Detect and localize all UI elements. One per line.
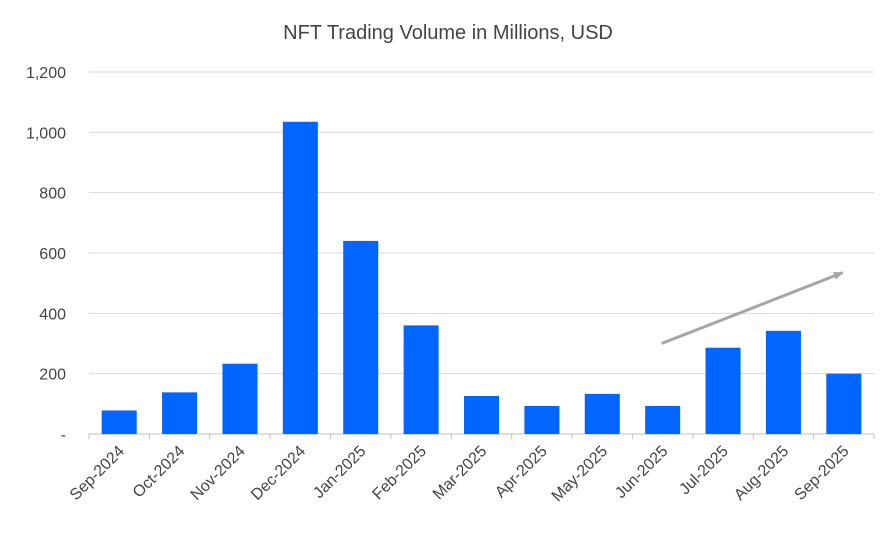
- bar: [222, 363, 258, 434]
- annotations: [661, 271, 844, 345]
- x-tick-label: Dec-2024: [248, 443, 309, 504]
- bar: [162, 392, 198, 434]
- bar: [282, 121, 318, 435]
- x-tick-label: Aug-2025: [731, 443, 792, 504]
- bar: [403, 325, 439, 434]
- y-tick-label: 1,200: [26, 65, 66, 82]
- bar: [584, 393, 620, 434]
- chart-title: NFT Trading Volume in Millions, USD: [283, 22, 613, 44]
- x-tick-label: Sep-2025: [792, 443, 853, 504]
- x-tick-label: Feb-2025: [369, 443, 430, 504]
- bar: [463, 395, 500, 434]
- trend-arrow: [661, 271, 844, 345]
- bars: [101, 121, 862, 435]
- bar: [343, 240, 379, 434]
- bar: [524, 405, 560, 434]
- bar: [705, 347, 741, 434]
- x-tick-label: Jun-2025: [612, 443, 671, 502]
- y-tick-label: 600: [39, 246, 66, 263]
- x-tick-label: Jan-2025: [310, 443, 369, 502]
- bar: [765, 330, 801, 434]
- bar: [826, 373, 862, 434]
- bar: [645, 405, 681, 434]
- y-tick-label: 200: [39, 367, 66, 384]
- gridlines: [88, 71, 875, 439]
- x-tick-label: Oct-2024: [130, 443, 189, 502]
- bar: [101, 410, 137, 434]
- x-tick-label: Mar-2025: [430, 443, 491, 504]
- y-tick-label: 400: [39, 306, 66, 323]
- x-tick-label: Apr-2025: [492, 443, 551, 502]
- x-tick-label: Sep-2024: [67, 443, 128, 504]
- x-tick-label: Jul-2025: [676, 443, 731, 498]
- y-axis-ticks: - 200 400 600 800 1,000 1,200: [26, 65, 66, 444]
- x-axis-ticks: Sep-2024 Oct-2024 Nov-2024 Dec-2024 Jan-2025…: [67, 443, 853, 505]
- x-tick-label: May-2025: [549, 443, 611, 505]
- y-tick-label: -: [61, 427, 66, 444]
- y-tick-label: 800: [39, 186, 66, 203]
- y-tick-label: 1,000: [26, 125, 66, 142]
- x-tick-label: Nov-2024: [188, 443, 249, 504]
